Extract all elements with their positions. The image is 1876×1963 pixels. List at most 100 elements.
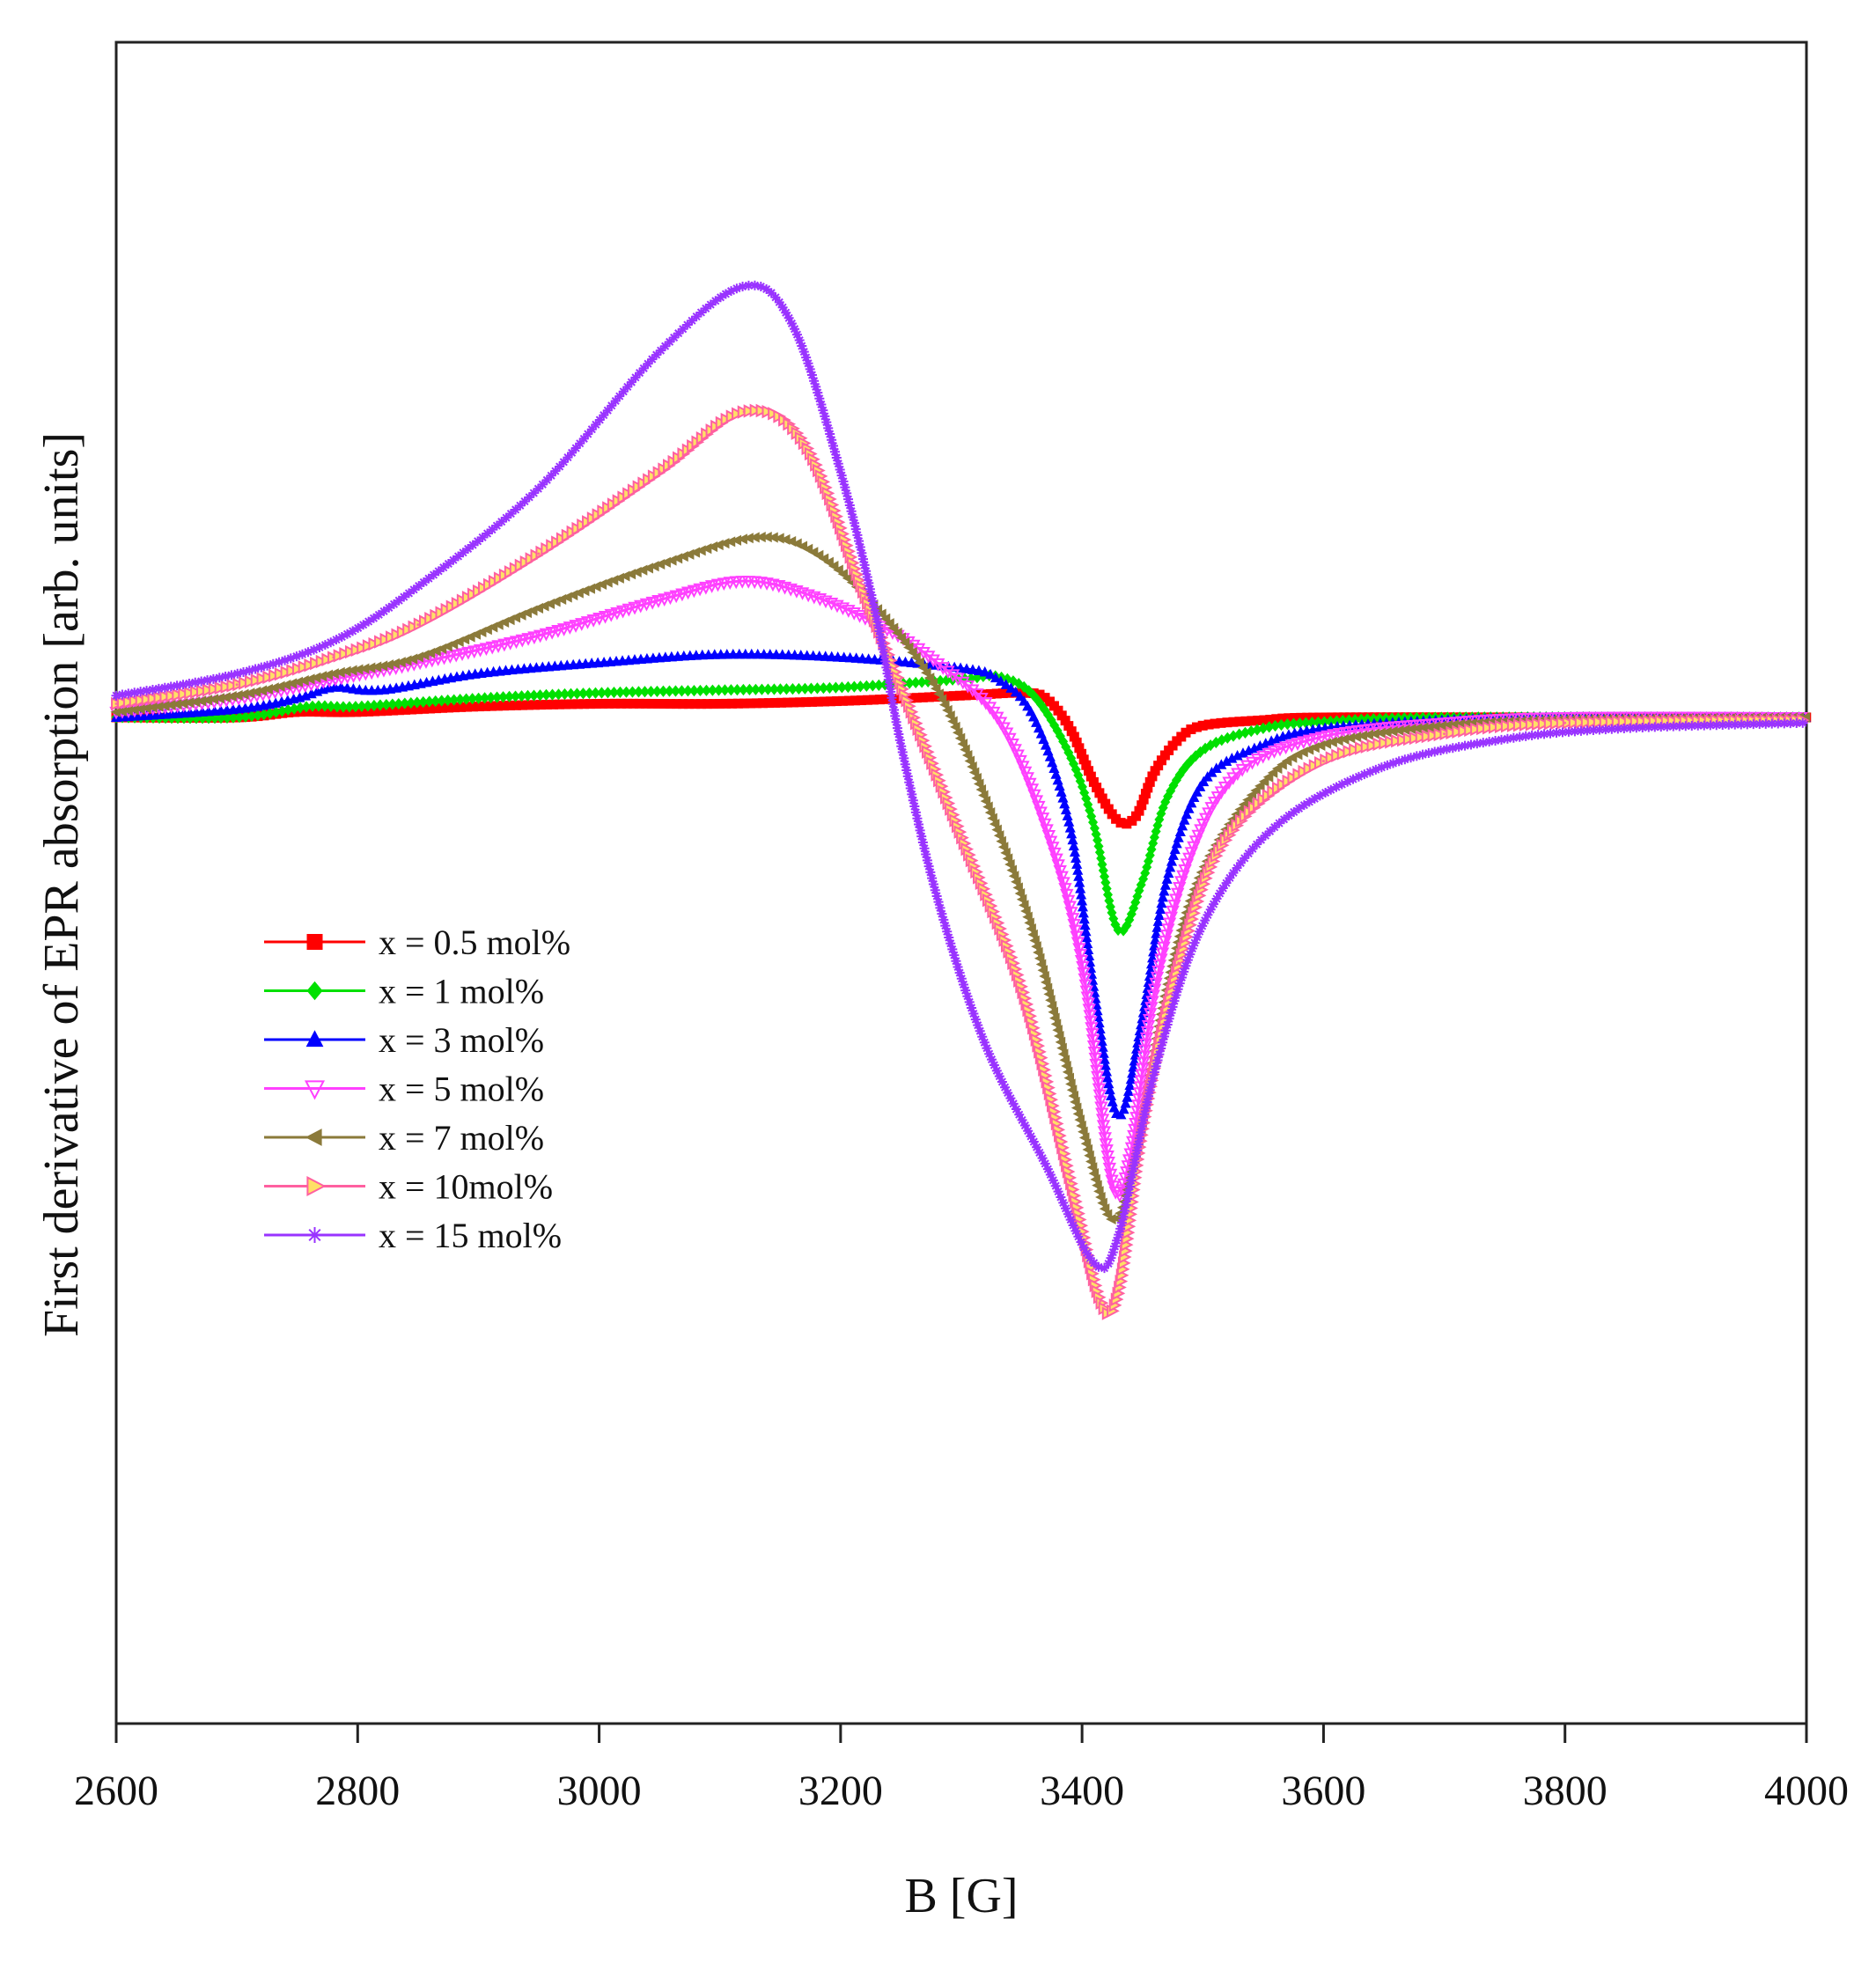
marker-1-106 <box>763 698 774 709</box>
marker-7-421 <box>1520 731 1531 741</box>
data-point-7-12 <box>983 1043 987 1047</box>
marker-7-453 <box>1718 720 1728 731</box>
marker-7-72 <box>505 509 516 519</box>
marker-7-277 <box>1034 1147 1045 1158</box>
marker-7-143 <box>803 358 813 369</box>
marker-1-76 <box>578 699 589 709</box>
marker-5-336 <box>1369 728 1379 739</box>
marker-3-272 <box>1186 797 1197 808</box>
marker-7-159 <box>831 452 842 463</box>
marker-7-90 <box>583 429 593 439</box>
marker-2-111 <box>793 682 804 695</box>
marker-4-94 <box>675 588 689 602</box>
marker-1-43 <box>376 706 386 717</box>
marker-7-64 <box>467 540 478 550</box>
marker-7-350 <box>1181 960 1191 971</box>
marker-7-61 <box>453 551 464 562</box>
marker-6-385 <box>1366 739 1380 753</box>
marker-7-353 <box>1187 944 1197 954</box>
data-point-3-14 <box>1116 1114 1120 1118</box>
marker-2-55 <box>449 694 460 706</box>
data-point-7-8 <box>839 470 842 474</box>
marker-1-143 <box>991 688 1002 699</box>
marker-6-421 <box>1586 715 1600 730</box>
marker-4-194 <box>1074 955 1089 968</box>
marker-7-211 <box>901 765 912 776</box>
marker-7-202 <box>890 710 901 721</box>
data-point-7-7 <box>791 323 794 327</box>
marker-2-105 <box>756 683 767 695</box>
marker-3-209 <box>1098 1048 1109 1058</box>
marker-1-93 <box>683 699 694 709</box>
marker-5-182 <box>1011 876 1021 887</box>
marker-2-20 <box>234 711 245 724</box>
marker-7-319 <box>1132 1145 1143 1156</box>
marker-7-233 <box>933 897 944 908</box>
marker-7-451 <box>1705 720 1716 731</box>
marker-7-219 <box>912 813 923 824</box>
marker-7-269 <box>1011 1104 1021 1114</box>
marker-7-27 <box>274 657 284 667</box>
marker-1-60 <box>481 701 491 711</box>
marker-4-311 <box>1262 747 1276 761</box>
data-point-5-18 <box>1321 743 1325 746</box>
marker-5-39 <box>347 665 357 676</box>
marker-7-42 <box>358 620 369 630</box>
marker-5-46 <box>389 658 400 669</box>
marker-7-4 <box>136 687 146 697</box>
marker-7-309 <box>1120 1205 1130 1216</box>
marker-1-111 <box>794 697 805 708</box>
marker-1-133 <box>930 692 940 702</box>
marker-4-190 <box>1070 930 1084 945</box>
marker-7-124 <box>732 283 742 294</box>
marker-4-123 <box>847 607 861 621</box>
marker-5-229 <box>1085 1156 1096 1167</box>
marker-7-339 <box>1160 1026 1171 1036</box>
marker-4-62 <box>485 641 499 655</box>
marker-3-147 <box>1005 682 1017 693</box>
marker-2-67 <box>523 689 533 702</box>
data-point-3-16 <box>1165 879 1168 883</box>
marker-5-335 <box>1363 729 1374 740</box>
marker-7-236 <box>938 915 949 925</box>
data-point-5-19 <box>1443 724 1446 727</box>
marker-7-111 <box>669 332 680 342</box>
marker-7-118 <box>701 303 711 313</box>
marker-7-362 <box>1211 893 1222 904</box>
marker-4-200 <box>1080 991 1094 1005</box>
marker-7-93 <box>594 415 605 425</box>
marker-2-31 <box>301 701 312 713</box>
marker-1-163 <box>1078 754 1089 765</box>
marker-5-161 <box>964 755 975 767</box>
marker-5-219 <box>1070 1096 1080 1107</box>
marker-7-273 <box>1023 1126 1034 1136</box>
marker-7-438 <box>1625 723 1636 733</box>
marker-5-152 <box>942 704 953 716</box>
marker-7-401 <box>1400 754 1410 765</box>
marker-2-22 <box>246 709 257 723</box>
marker-1-164 <box>1081 760 1092 770</box>
marker-7-128 <box>755 282 766 292</box>
marker-5-8 <box>158 700 170 711</box>
marker-4-220 <box>1095 1114 1110 1128</box>
marker-2-248 <box>1337 714 1348 727</box>
data-point-1-8 <box>960 694 963 697</box>
marker-4-326 <box>1350 724 1365 739</box>
marker-2-110 <box>787 682 798 695</box>
marker-5-348 <box>1442 719 1453 731</box>
marker-3-145 <box>995 675 1006 686</box>
marker-1-154 <box>1053 705 1063 716</box>
marker-4-264 <box>1144 1002 1159 1015</box>
marker-1-179 <box>1134 805 1144 816</box>
marker-1-71 <box>548 699 558 709</box>
marker-7-192 <box>879 651 889 661</box>
marker-5-110 <box>761 532 772 543</box>
data-point-2-6 <box>718 688 722 692</box>
marker-5-209 <box>1055 1036 1066 1048</box>
marker-6-391 <box>1402 732 1416 746</box>
marker-5-190 <box>1026 923 1036 935</box>
marker-1-168 <box>1092 783 1102 793</box>
marker-7-169 <box>848 512 858 523</box>
marker-7-245 <box>954 967 965 978</box>
marker-1-52 <box>431 703 442 714</box>
